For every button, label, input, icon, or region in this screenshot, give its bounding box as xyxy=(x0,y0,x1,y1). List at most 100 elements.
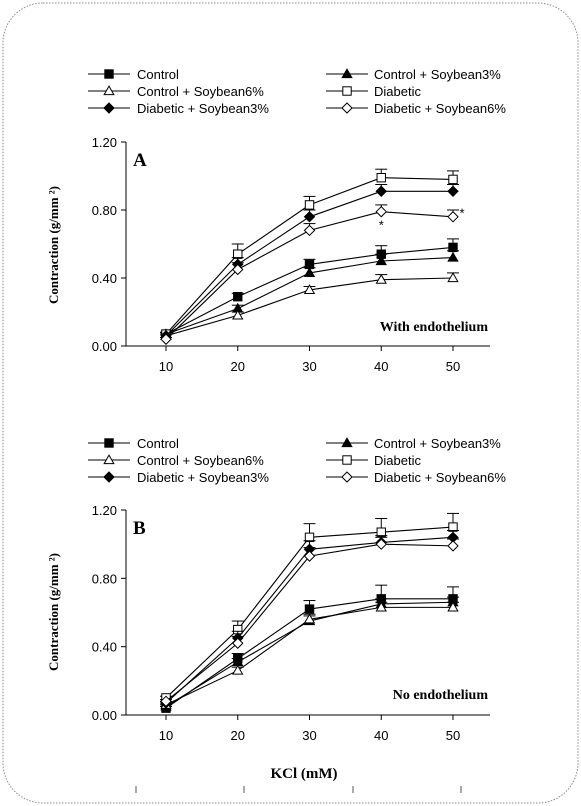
x-tick-label: 20 xyxy=(231,728,245,743)
panel-annotation: With endothelium xyxy=(380,320,489,335)
series-diabetic xyxy=(160,512,459,703)
legend-item-control-soybean6: Control + Soybean6% xyxy=(88,84,264,99)
data-point xyxy=(233,292,243,302)
legend-label: Control + Soybean3% xyxy=(374,436,501,451)
x-tick-label: 30 xyxy=(302,359,316,374)
legend-item-control: Control xyxy=(88,67,179,82)
data-point xyxy=(304,200,315,210)
x-tick-label: 40 xyxy=(374,359,388,374)
data-point xyxy=(232,309,244,320)
plot-area: ** xyxy=(160,168,465,345)
data-point xyxy=(447,272,459,283)
legend-label: Diabetic + Soybean3% xyxy=(137,470,269,485)
x-tick-label: 10 xyxy=(159,728,173,743)
panel-label: A xyxy=(133,150,147,171)
x-tick-label: 50 xyxy=(446,728,460,743)
data-point xyxy=(304,604,315,614)
data-point xyxy=(232,664,244,675)
significance-marker: * xyxy=(379,218,384,233)
chart-panel-b: Control Control + Soybean3% Control + Soyb… xyxy=(46,436,506,782)
data-point xyxy=(448,174,458,185)
data-point xyxy=(232,263,244,276)
x-axis-label: KCl (mM) xyxy=(270,766,337,782)
x-axis: 10 20 30 40 50 xyxy=(126,714,490,743)
panel-annotation: No endothelium xyxy=(393,688,489,703)
data-point xyxy=(375,255,387,266)
data-point xyxy=(375,601,387,612)
legend-label: Diabetic xyxy=(374,453,421,468)
legend-label: Control + Soybean3% xyxy=(374,67,501,82)
data-point xyxy=(160,695,172,708)
legend-label: Diabetic + Soybean6% xyxy=(374,101,506,116)
data-point xyxy=(376,173,386,183)
legend-label: Diabetic xyxy=(374,84,421,99)
y-axis-label: Contraction (g/mm ²) xyxy=(46,186,61,304)
y-tick-label: 0.00 xyxy=(92,339,117,354)
legend-item-diabetic: Diabetic xyxy=(326,453,421,468)
legend-marker xyxy=(341,437,353,448)
data-point xyxy=(447,185,459,198)
y-axis-label: Contraction (g/mm ²) xyxy=(46,553,61,671)
chart-panel-a: Control Control + Soybean3% Control + Soyb… xyxy=(46,67,506,374)
legend-marker xyxy=(341,68,353,79)
legend-item-control-soybean3: Control + Soybean3% xyxy=(326,436,501,451)
y-axis: 0.00 0.40 0.80 1.20 xyxy=(92,503,127,723)
legend-marker xyxy=(103,471,115,483)
legend-marker xyxy=(341,471,353,483)
legend-label: Diabetic + Soybean6% xyxy=(374,470,506,485)
legend-label: Diabetic + Soybean3% xyxy=(137,101,269,116)
y-tick-label: 1.20 xyxy=(92,503,117,518)
y-tick-label: 1.20 xyxy=(92,135,117,150)
legend-marker xyxy=(104,69,114,79)
x-tick-label: 40 xyxy=(374,728,388,743)
legend-marker xyxy=(103,85,115,96)
panel-label: B xyxy=(133,518,146,539)
data-point xyxy=(303,284,316,294)
legend-marker xyxy=(342,455,352,465)
x-tick-label: 20 xyxy=(231,359,245,374)
legend-item-control: Control xyxy=(88,436,179,451)
legend-label: Control + Soybean6% xyxy=(137,453,264,468)
data-point xyxy=(447,211,459,223)
series-diabetic-soybean6 xyxy=(160,204,459,345)
legend: Control Control + Soybean3% Control + Soyb… xyxy=(88,436,506,485)
legend-item-control-soybean6: Control + Soybean6% xyxy=(88,453,264,468)
legend-item-control-soybean3: Control + Soybean3% xyxy=(326,67,501,82)
legend-marker xyxy=(342,86,352,96)
x-tick-label: 10 xyxy=(159,359,173,374)
legend-marker xyxy=(103,102,115,114)
y-tick-label: 0.00 xyxy=(92,708,117,723)
y-axis: 0.00 0.40 0.80 1.20 xyxy=(92,135,127,354)
x-tick-label: 50 xyxy=(446,359,460,374)
legend-marker xyxy=(103,454,115,465)
y-tick-label: 0.80 xyxy=(92,203,117,218)
data-point xyxy=(232,637,244,649)
data-point xyxy=(447,540,459,552)
data-point xyxy=(303,550,316,562)
data-point xyxy=(447,601,459,612)
legend-label: Control xyxy=(137,67,179,82)
legend-item-diabetic: Diabetic xyxy=(326,84,421,99)
plot-area xyxy=(160,512,459,713)
bottom-marks xyxy=(135,786,462,793)
y-tick-label: 0.40 xyxy=(92,640,117,655)
data-point xyxy=(160,333,172,345)
data-point xyxy=(447,251,459,262)
x-tick-label: 30 xyxy=(302,728,316,743)
data-point xyxy=(303,613,316,624)
series-diabetic xyxy=(160,168,459,339)
y-tick-label: 0.80 xyxy=(92,571,117,586)
legend-item-diabetic-soybean6: Diabetic + Soybean6% xyxy=(326,101,506,116)
legend-label: Control xyxy=(137,436,179,451)
data-point xyxy=(303,224,316,237)
x-axis: 10 20 30 40 50 xyxy=(126,345,490,374)
series-diabetic-soybean6 xyxy=(160,536,459,708)
data-point xyxy=(375,273,387,284)
legend-label: Control + Soybean6% xyxy=(137,84,264,99)
data-point xyxy=(303,267,316,277)
legend: Control Control + Soybean3% Control + Soyb… xyxy=(88,67,506,116)
legend-item-diabetic-soybean3: Diabetic + Soybean3% xyxy=(88,101,269,116)
data-point xyxy=(375,538,387,550)
